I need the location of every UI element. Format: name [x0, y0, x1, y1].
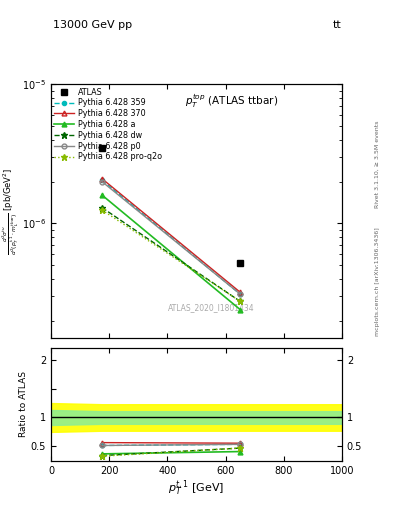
Y-axis label: $\frac{d^2\sigma^{tu}}{d^2(p_T^{t,1}\cdot m_L^{tbar})}$ [pb/GeV$^2$]: $\frac{d^2\sigma^{tu}}{d^2(p_T^{t,1}\cdo…: [0, 167, 21, 255]
Text: Rivet 3.1.10, ≥ 3.5M events: Rivet 3.1.10, ≥ 3.5M events: [375, 120, 380, 207]
Y-axis label: Ratio to ATLAS: Ratio to ATLAS: [19, 372, 28, 437]
Text: 13000 GeV pp: 13000 GeV pp: [53, 19, 132, 30]
Text: $p_T^{top}$ (ATLAS ttbar): $p_T^{top}$ (ATLAS ttbar): [185, 92, 278, 110]
X-axis label: $p_T^{t,1}$ [GeV]: $p_T^{t,1}$ [GeV]: [168, 478, 225, 499]
Text: mcplots.cern.ch [arXiv:1306.3436]: mcplots.cern.ch [arXiv:1306.3436]: [375, 227, 380, 336]
Legend: ATLAS, Pythia 6.428 359, Pythia 6.428 370, Pythia 6.428 a, Pythia 6.428 dw, Pyth: ATLAS, Pythia 6.428 359, Pythia 6.428 37…: [53, 87, 163, 162]
Text: ATLAS_2020_I1801434: ATLAS_2020_I1801434: [168, 303, 254, 312]
Text: tt: tt: [332, 19, 341, 30]
